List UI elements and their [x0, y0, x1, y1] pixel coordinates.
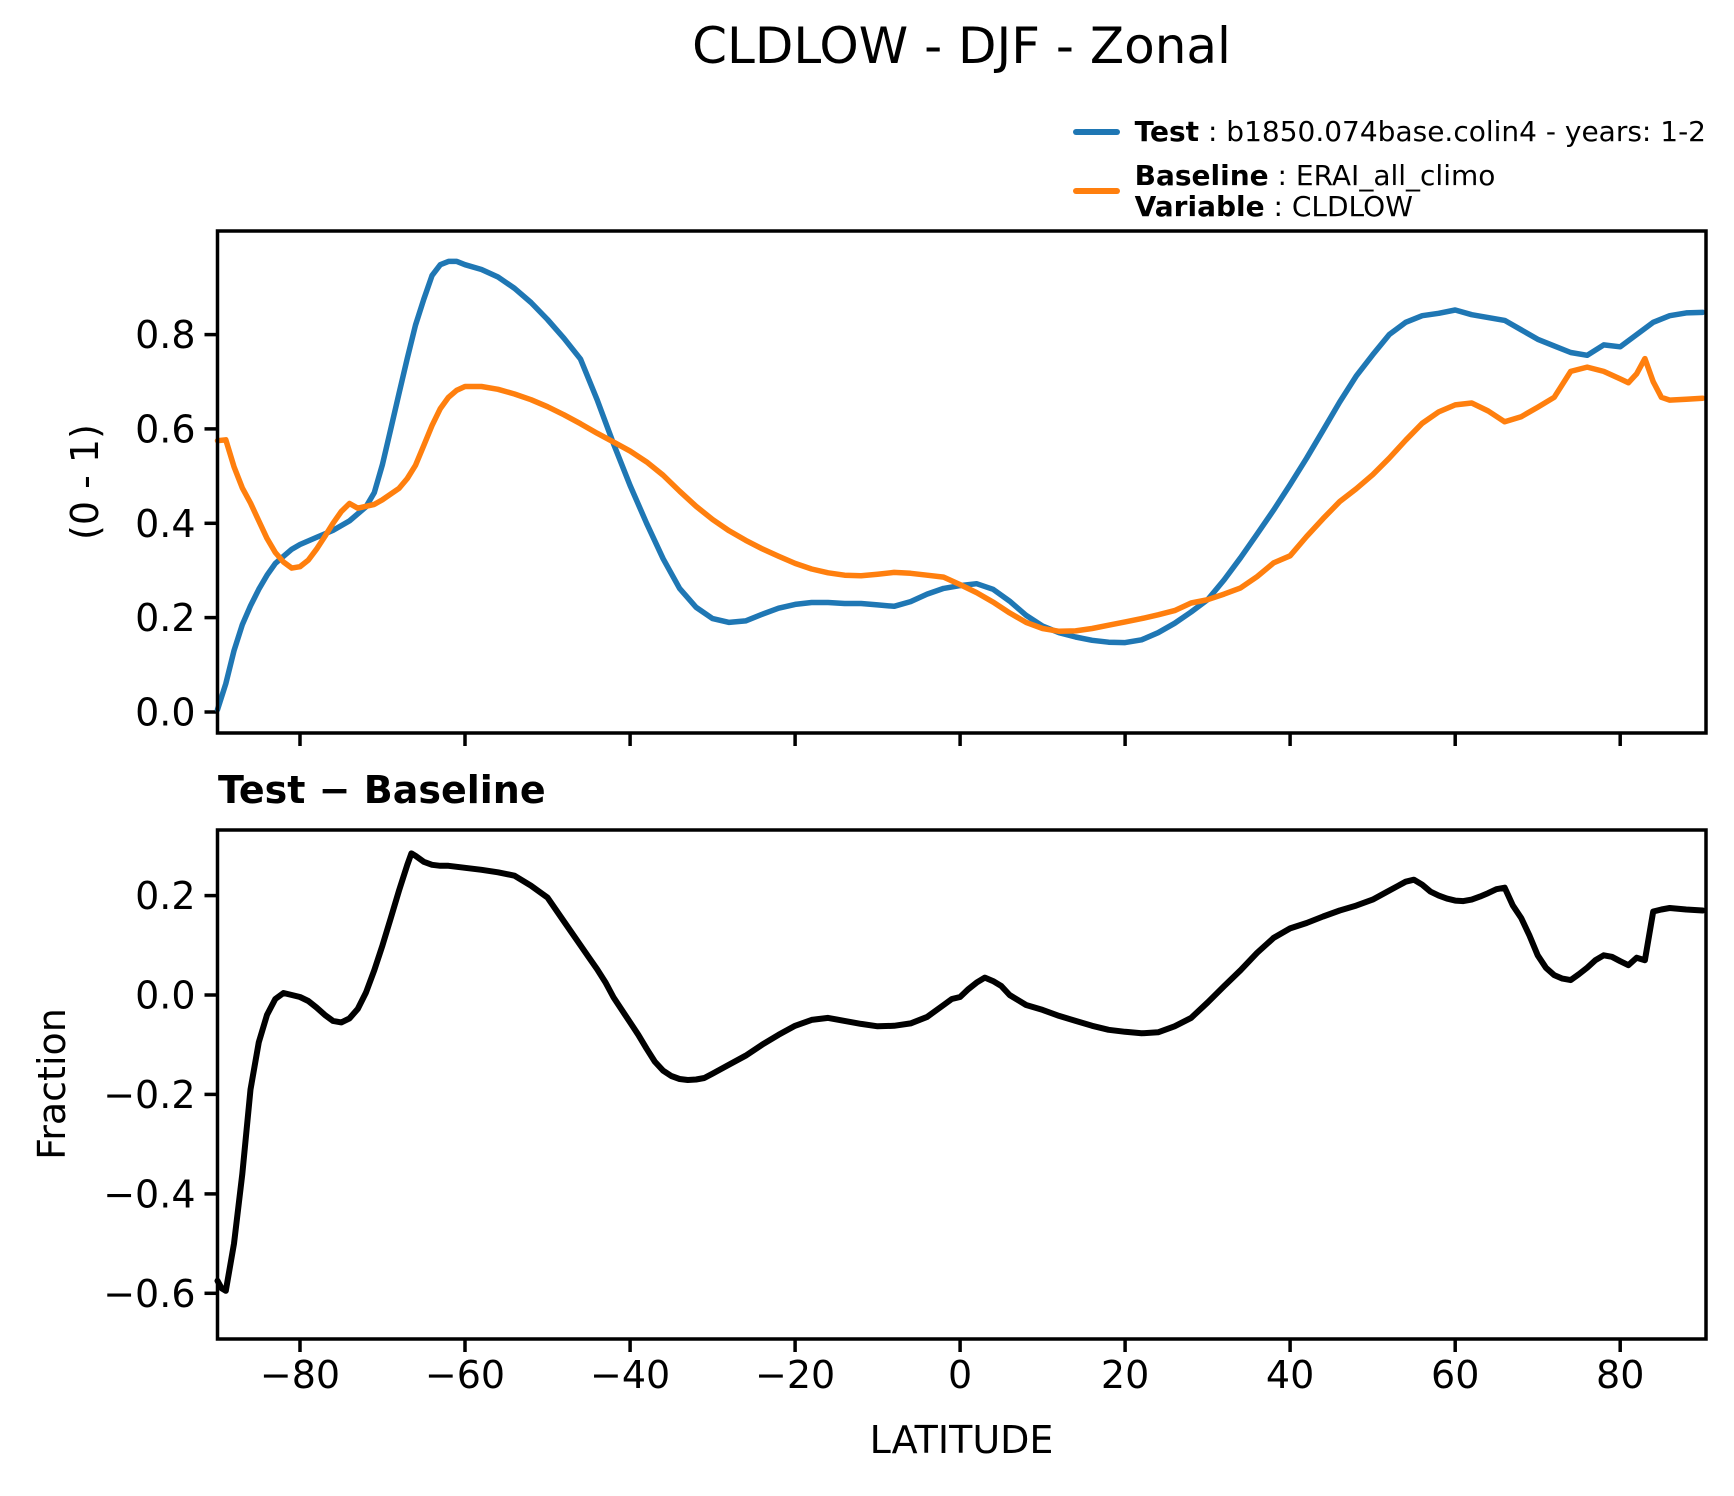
svg-text:20: 20: [1101, 1353, 1149, 1397]
legend-entry-baseline: Baseline : ERAI_all_climo Variable : CLD…: [1072, 160, 1706, 222]
legend-test-label: Test : b1850.074base.colin4 - years: 1-2: [1135, 116, 1706, 147]
svg-text:80: 80: [1596, 1353, 1644, 1397]
legend: Test : b1850.074base.colin4 - years: 1-2…: [1072, 116, 1706, 222]
svg-text:0.4: 0.4: [135, 502, 195, 546]
difference-panel-title: Test − Baseline: [218, 768, 546, 812]
legend-test-rest: : b1850.074base.colin4 - years: 1-2: [1199, 115, 1706, 148]
legend-baseline-label: Baseline : ERAI_all_climo Variable : CLD…: [1135, 160, 1496, 222]
legend-baseline-line: Baseline : ERAI_all_climo: [1135, 160, 1496, 191]
svg-text:0.0: 0.0: [135, 974, 195, 1018]
legend-baseline-rest: : ERAI_all_climo: [1268, 159, 1496, 192]
svg-text:−80: −80: [260, 1353, 340, 1397]
svg-text:−0.4: −0.4: [103, 1172, 195, 1216]
legend-variable-line: Variable : CLDLOW: [1135, 191, 1496, 222]
baseline-line-swatch: [1072, 188, 1120, 194]
legend-variable-rest: : CLDLOW: [1264, 190, 1413, 223]
legend-test-bold: Test: [1134, 115, 1200, 148]
svg-text:0: 0: [948, 1353, 972, 1397]
chart-title: CLDLOW - DJF - Zonal: [692, 17, 1231, 75]
svg-text:60: 60: [1431, 1353, 1479, 1397]
svg-text:0.2: 0.2: [135, 596, 195, 640]
svg-text:−40: −40: [590, 1353, 670, 1397]
svg-text:0.0: 0.0: [135, 691, 195, 735]
svg-text:−60: −60: [425, 1353, 505, 1397]
x-axis-label: LATITUDE: [869, 1418, 1054, 1462]
svg-text:0.8: 0.8: [135, 313, 195, 357]
test-line-swatch: [1072, 128, 1120, 135]
svg-text:−20: −20: [755, 1353, 835, 1397]
legend-baseline-bold: Baseline: [1134, 159, 1269, 192]
svg-text:0.6: 0.6: [135, 407, 195, 451]
legend-variable-bold: Variable: [1134, 190, 1265, 223]
svg-text:−0.2: −0.2: [103, 1073, 195, 1117]
svg-text:0.2: 0.2: [135, 874, 195, 918]
legend-entry-test: Test : b1850.074base.colin4 - years: 1-2: [1072, 116, 1706, 147]
svg-text:40: 40: [1266, 1353, 1314, 1397]
svg-text:−0.6: −0.6: [103, 1272, 195, 1316]
